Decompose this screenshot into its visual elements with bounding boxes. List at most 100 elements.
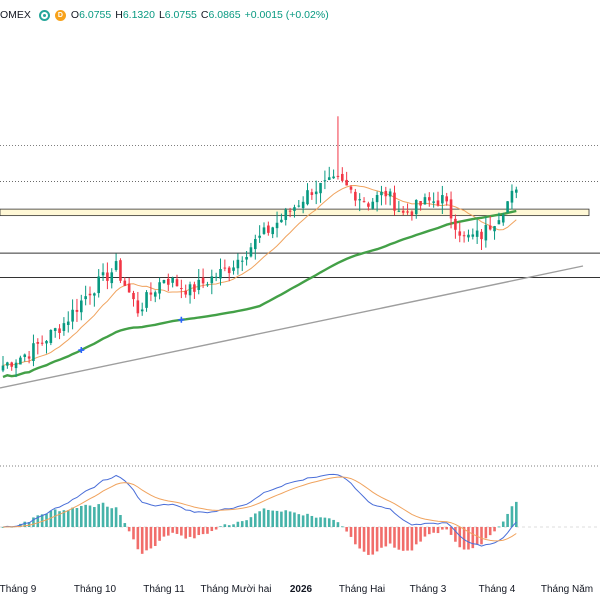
candle-body — [10, 362, 13, 367]
macd-histogram-bar — [432, 527, 435, 533]
candle-body — [449, 199, 453, 219]
macd-histogram-bar — [275, 510, 279, 527]
candle-body — [227, 267, 231, 274]
macd-histogram-bar — [58, 511, 61, 527]
candle-body — [506, 201, 509, 213]
candle-body — [280, 219, 283, 223]
symbol-name[interactable]: OMEX — [0, 9, 31, 21]
macd-histogram-bar — [254, 513, 257, 527]
ma-long-line — [2, 209, 517, 379]
macd-histogram-bar — [114, 507, 118, 527]
candle-body — [428, 197, 431, 201]
candle-body — [310, 192, 314, 195]
macd-histogram-bar — [23, 521, 27, 527]
candle-body — [240, 260, 244, 262]
macd-histogram-bar — [71, 507, 74, 527]
macd-histogram-bar — [214, 527, 218, 530]
candle-body — [414, 199, 418, 215]
candle-body — [441, 195, 444, 204]
macd-histogram-bar — [488, 527, 492, 536]
candle-body — [323, 180, 327, 182]
macd-histogram-bar — [428, 527, 431, 535]
macd-histogram-bar — [184, 527, 187, 539]
macd-histogram-bar — [314, 517, 318, 527]
candle-body — [75, 309, 79, 312]
candle-body — [123, 280, 127, 286]
macd-histogram-bar — [132, 527, 135, 540]
macd-histogram-bar — [319, 517, 322, 527]
ohlc-high: H6.1320 — [115, 9, 155, 21]
macd-histogram-bar — [454, 527, 457, 542]
candle-body — [127, 283, 131, 293]
macd-histogram-bar — [384, 527, 388, 547]
candle-body — [371, 201, 375, 209]
candle-body — [110, 272, 114, 284]
macd-histogram-bar — [501, 521, 505, 527]
candle-body — [14, 362, 18, 369]
candle-body — [106, 272, 109, 281]
candle-body — [306, 190, 309, 205]
candle-body — [341, 173, 344, 181]
time-axis-label: Tháng 9 — [0, 584, 37, 595]
macd-histogram-bar — [449, 527, 453, 535]
macd-histogram-bar — [201, 527, 205, 535]
candle-body — [214, 276, 218, 278]
candle-body — [1, 365, 5, 371]
macd-histogram-bar — [210, 527, 214, 532]
candle-body — [249, 247, 253, 257]
candle-body — [180, 288, 183, 290]
macd-histogram-bar — [219, 526, 222, 528]
macd-histogram-bar — [358, 527, 361, 549]
time-axis-label: Tháng Mười hai — [200, 584, 272, 595]
macd-histogram-bar — [123, 523, 127, 527]
macd-histogram-bar — [423, 527, 427, 537]
price-change: +0.0015 (+0.02%) — [244, 9, 329, 21]
macd-histogram-bar — [354, 527, 357, 545]
candle-body — [236, 259, 240, 269]
candle-body — [188, 284, 192, 296]
candle-body — [497, 220, 501, 225]
macd-histogram-bar — [484, 527, 488, 539]
price-chart[interactable] — [0, 0, 600, 578]
macd-histogram-bar — [88, 505, 92, 527]
macd-histogram-bar — [367, 527, 370, 555]
macd-histogram-bar — [153, 527, 157, 547]
macd-histogram-bar — [380, 527, 383, 548]
macd-histogram-bar — [341, 526, 344, 528]
candle-body — [275, 222, 279, 229]
candle-body — [167, 278, 170, 285]
candle-body — [515, 189, 518, 193]
candle-body — [88, 293, 92, 296]
candle-body — [332, 176, 335, 179]
candle-body — [484, 225, 488, 241]
candle-body — [80, 300, 83, 313]
candle-body — [36, 342, 40, 344]
macd-histogram-bar — [175, 527, 179, 534]
candle-body — [454, 218, 457, 230]
macd-histogram-bar — [149, 527, 153, 549]
candle-body — [223, 267, 227, 269]
candle-body — [362, 201, 366, 203]
candle-body — [219, 269, 222, 279]
candle-body — [62, 323, 66, 332]
candle-body — [53, 328, 57, 331]
candle-body — [27, 356, 31, 359]
candle-body — [19, 357, 22, 365]
ohlc-low: L6.0755 — [158, 9, 197, 21]
candle-body — [114, 261, 118, 270]
candle-body — [71, 309, 74, 322]
candle-body — [419, 201, 422, 206]
macd-histogram-bar — [510, 506, 514, 527]
macd-histogram-bar — [284, 510, 288, 527]
macd-histogram-bar — [27, 522, 31, 527]
candle-body — [410, 211, 414, 216]
candle-body — [101, 272, 105, 276]
candle-body — [493, 226, 496, 232]
time-axis[interactable]: Tháng 9 Tháng 10 Tháng 11 Tháng Mười hai 202… — [0, 578, 600, 600]
delay-badge: D — [54, 9, 66, 21]
candle-body — [367, 203, 370, 207]
candle-body — [158, 282, 161, 294]
macd-histogram-bar — [436, 527, 440, 534]
candle-body — [488, 225, 492, 230]
candle-body — [136, 300, 140, 314]
